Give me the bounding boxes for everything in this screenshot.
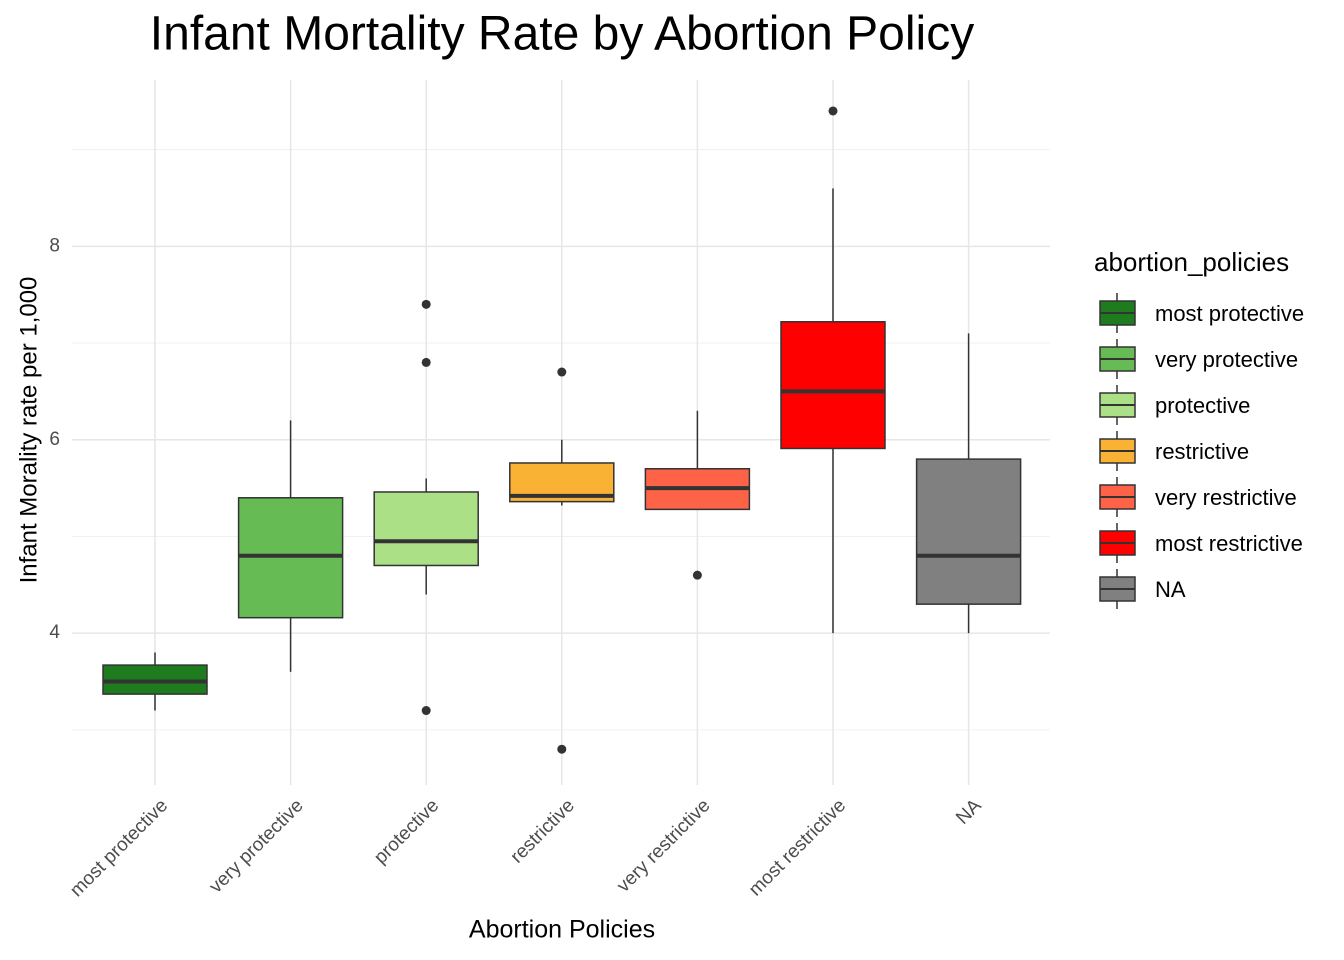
outlier <box>421 357 431 367</box>
x-tick-label: most restrictive <box>745 795 850 900</box>
box <box>373 491 479 567</box>
legend-label: NA <box>1155 577 1186 602</box>
legend-label: very protective <box>1155 347 1298 372</box>
legend-label: restrictive <box>1155 439 1249 464</box>
x-tick-label: very restrictive <box>613 795 714 896</box>
y-tick-label: 4 <box>49 622 60 643</box>
x-tick-label: very protective <box>205 795 307 897</box>
outlier <box>828 106 838 116</box>
box <box>780 321 886 450</box>
box <box>915 458 1022 605</box>
y-tick-label: 6 <box>49 429 60 450</box>
x-tick-label: NA <box>952 795 986 829</box>
outlier <box>557 367 567 377</box>
legend-label: very restrictive <box>1155 485 1297 510</box>
y-axis-label: Infant Morality rate per 1,000 <box>15 277 42 584</box>
y-tick-label: 8 <box>49 235 60 256</box>
x-tick-label: restrictive <box>507 795 579 867</box>
x-tick-label: most protective <box>66 795 172 901</box>
outlier <box>692 570 702 580</box>
x-axis-label: Abortion Policies <box>469 916 655 944</box>
x-tick-label: protective <box>370 795 443 868</box>
legend-title: abortion_policies <box>1094 247 1289 277</box>
outlier <box>421 299 431 309</box>
outlier <box>557 744 567 754</box>
legend-label: protective <box>1155 393 1250 418</box>
outlier <box>421 706 431 716</box>
legend-label: most restrictive <box>1155 531 1303 556</box>
legend-label: most protective <box>1155 301 1304 326</box>
chart-title: Infant Mortality Rate by Abortion Policy <box>150 8 974 61</box>
